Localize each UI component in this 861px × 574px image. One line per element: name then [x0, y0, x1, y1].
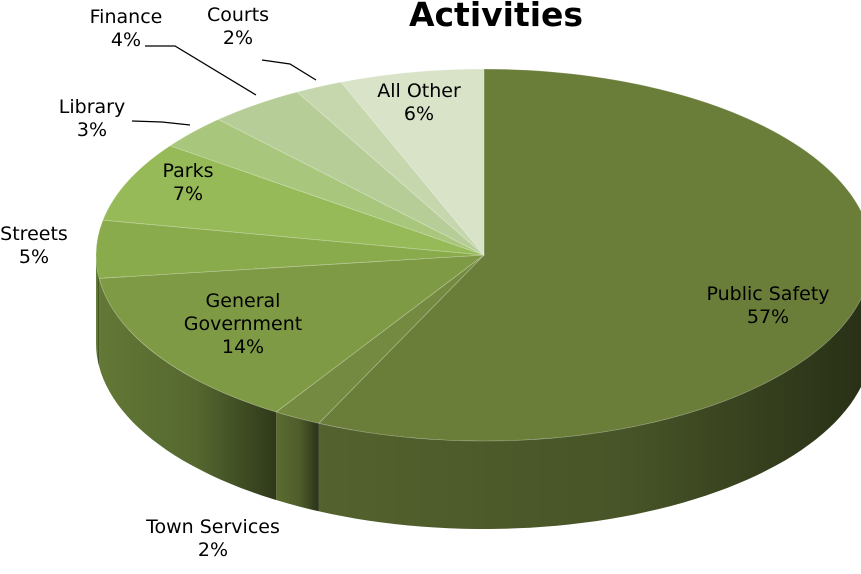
- pie-slice-all-other: [340, 68, 485, 257]
- data-label-name: Public Safety: [706, 283, 829, 305]
- data-label-name-line: Government: [184, 313, 303, 335]
- pie-slice-parks: [102, 145, 485, 256]
- pie-sides: [96, 255, 861, 529]
- leader-lines: [131, 45, 317, 126]
- data-label-percent: 2%: [198, 539, 228, 561]
- chart-title: Activities: [409, 0, 583, 34]
- pie-slice-public-safety: [318, 68, 861, 442]
- data-label-name: Streets: [0, 223, 68, 245]
- data-label-percent: 4%: [111, 29, 141, 51]
- pie-side-shade-town-services: [276, 412, 319, 512]
- leader-line-finance: [145, 45, 257, 96]
- data-label-percent: 5%: [19, 246, 49, 268]
- data-label-percent: 2%: [223, 27, 253, 49]
- data-label-percent: 6%: [404, 103, 434, 125]
- pie-slice-streets: [95, 219, 485, 279]
- data-label-name: Library: [59, 96, 125, 118]
- pie-slice-general-government: [98, 254, 486, 413]
- data-label-name: Parks: [163, 160, 214, 182]
- data-label-name: All Other: [377, 80, 461, 102]
- pie-slice-finance: [217, 91, 485, 256]
- data-label-percent: 3%: [77, 119, 107, 141]
- data-label-name: Town Services: [145, 516, 280, 538]
- pie-slice-town-services: [275, 254, 485, 424]
- data-label-name: Courts: [207, 4, 269, 26]
- leader-line-courts: [261, 59, 317, 81]
- data-label-percent: 57%: [747, 306, 789, 328]
- data-label-percent: 14%: [222, 336, 264, 358]
- pie-side-shade-streets: [96, 255, 100, 367]
- pie-side-shade-public-safety: [318, 298, 861, 529]
- data-label-name: Finance: [90, 6, 163, 28]
- pie-slices: [95, 68, 861, 442]
- pie-slice-library: [169, 118, 485, 256]
- pie-slice-courts: [296, 81, 485, 256]
- leader-line-library: [131, 120, 191, 126]
- data-label-percent: 7%: [173, 183, 203, 205]
- pie-side-shade-general-government: [99, 278, 277, 500]
- data-label-name-line: General: [206, 290, 281, 312]
